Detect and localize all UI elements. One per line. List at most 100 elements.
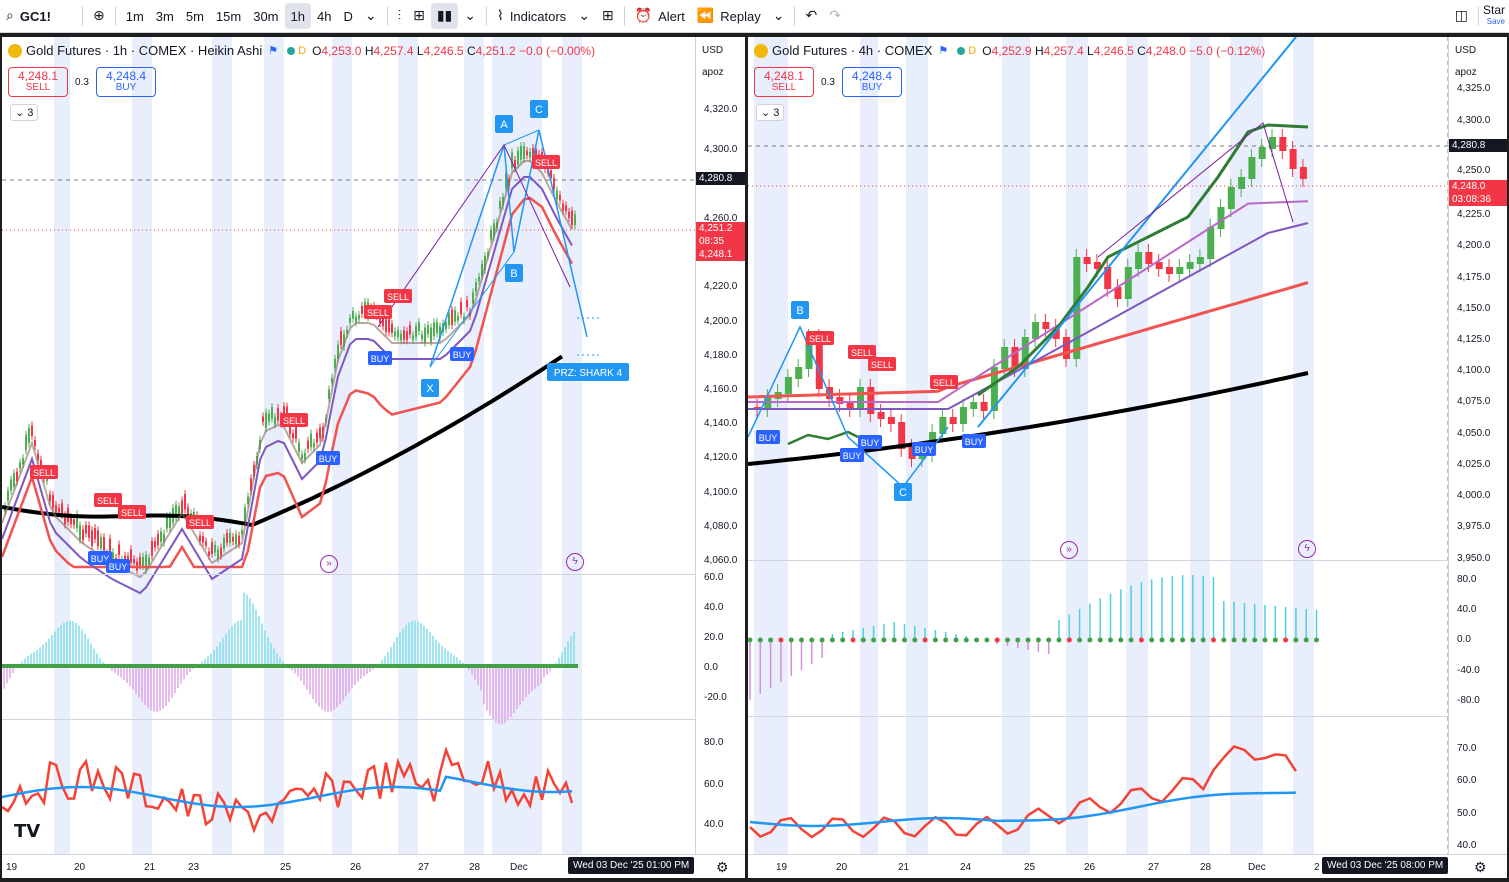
candles-chart-type-button[interactable]: ▮▮ [430, 3, 459, 29]
layout-toggle-button[interactable]: ◫ [1449, 3, 1474, 29]
scale-mode-label[interactable]: apoz [1455, 67, 1477, 78]
layouts-button[interactable]: ⊞ [596, 3, 620, 29]
candle [175, 504, 177, 518]
candle [328, 389, 330, 400]
time-axis-1h[interactable]: 19 20 21 23 25 26 27 28 Dec Wed 03 Dec '25 01:00… [2, 854, 745, 878]
interval-5m[interactable]: 5m [185, 8, 204, 24]
chart-type-dropdown[interactable]: ⌄ [458, 3, 482, 29]
candle [1104, 267, 1112, 289]
indicators-collapse-toggle[interactable]: ⌄ 3 [756, 104, 785, 121]
price-tick: 4,300.0 [704, 144, 738, 155]
indicators-collapse-toggle[interactable]: ⌄ 3 [10, 104, 39, 121]
candle [463, 316, 465, 321]
macd-signal-dot [1108, 637, 1113, 643]
redo-button[interactable]: ↷ [823, 3, 847, 29]
session-shade [464, 37, 484, 854]
pane-separator[interactable] [748, 716, 1448, 717]
sell-signal-marker [118, 505, 146, 519]
interval-15m[interactable]: 15m [215, 8, 242, 24]
lightning-icon[interactable]: ϟ [1298, 540, 1316, 558]
event-marker-icon[interactable]: » [1060, 541, 1078, 559]
compare-button[interactable]: ⊞ [407, 3, 431, 29]
currency-label[interactable]: USD [702, 45, 724, 56]
candle [535, 148, 537, 156]
interval-4h[interactable]: 4h [316, 8, 332, 24]
macd-tick: 0.0 [1457, 634, 1471, 645]
sell-signal-label: SELL [871, 360, 893, 370]
date-tick: 27 [418, 862, 430, 873]
star-save[interactable]: Star Save [1483, 4, 1509, 27]
scale-mode-label[interactable]: apoz [702, 67, 724, 78]
chart-pane-1h[interactable]: X A B C PRZ: SHARK 4 SELL SELL SELL SELL SELL SELL… [2, 37, 745, 878]
interval-3m[interactable]: 3m [155, 8, 174, 24]
candle [980, 402, 988, 411]
settings-gear-icon[interactable]: ⚙ [1474, 859, 1487, 875]
indicators-button[interactable]: ⌇ Indicators [491, 3, 572, 29]
candle [445, 322, 447, 330]
chart-title[interactable]: Gold Futures · 1h · COMEX · Heikin Ashi [26, 43, 263, 58]
candle [226, 532, 228, 543]
macd-signal-dot [871, 637, 877, 643]
price-axis-1h[interactable]: USD apoz 4,320.04,300.04,260.04,240.04,2… [695, 37, 745, 854]
bar-chart-type-button[interactable]: ⫶ [392, 3, 408, 29]
buy-button[interactable]: 4,248.4 BUY [842, 67, 902, 97]
candle [235, 533, 237, 545]
price-axis-4h[interactable]: USD apoz 4,325.0 4,300.0 4,250.0 4,225.0 4,2… [1448, 37, 1507, 854]
sell-button[interactable]: 4,248.1 SELL [8, 67, 68, 97]
candle [815, 337, 823, 389]
candle [1299, 167, 1307, 179]
interval-d[interactable]: D [343, 8, 353, 24]
macd-signal-dot [1046, 637, 1052, 643]
flag-icon[interactable]: ⚑ [938, 45, 949, 57]
plus-circle-icon: ⊕ [93, 8, 105, 24]
candle [109, 538, 111, 551]
pane-separator[interactable] [748, 560, 1448, 561]
interval-1h[interactable]: 1h [284, 3, 311, 29]
candle [1021, 337, 1029, 369]
chart-canvas-4h[interactable]: B C SELL SELL SELL SELL BUY BUY BUY BUY BUY [748, 37, 1448, 854]
candle [361, 306, 363, 314]
interval-30m[interactable]: 30m [253, 8, 279, 24]
sell-button[interactable]: 4,248.1 SELL [754, 67, 814, 97]
harmonic-pattern-line [429, 251, 515, 368]
buy-signal-marker [840, 448, 864, 462]
symbol-search[interactable]: ⌕ GC1! [0, 3, 78, 29]
flag-icon[interactable]: ⚑ [268, 45, 279, 57]
pane-separator[interactable] [2, 719, 695, 720]
candle [91, 530, 93, 546]
date-tick: 27 [1148, 862, 1160, 873]
date-tick: 25 [280, 862, 292, 873]
candle [415, 326, 417, 337]
candle [550, 170, 552, 179]
trade-panel: 4,248.1 SELL 0.3 4,248.4 BUY [8, 67, 156, 97]
replay-button[interactable]: ⏪ Replay [691, 3, 767, 29]
candle [10, 479, 12, 491]
session-shade [332, 37, 352, 854]
chart-title[interactable]: Gold Futures · 4h · COMEX [772, 43, 933, 58]
interval-1m[interactable]: 1m [125, 8, 144, 24]
indicators-dropdown[interactable]: ⌄ [572, 3, 596, 29]
pane-separator[interactable] [2, 574, 695, 575]
candle [271, 406, 273, 419]
ohlc-values: O4,253.0 H4,257.4 L4,246.5 C4,251.2 −0.0… [312, 43, 596, 58]
undo-button[interactable]: ↶ [799, 3, 823, 29]
candle [274, 417, 276, 425]
currency-label[interactable]: USD [1455, 45, 1477, 56]
interval-dropdown[interactable]: ⌄ [359, 3, 383, 29]
undo-icon: ↶ [805, 8, 818, 24]
settings-gear-icon[interactable]: ⚙ [716, 859, 729, 875]
time-axis-4h[interactable]: 19 20 21 24 25 26 27 28 Dec 2 Wed 03 Dec '25 08:0… [748, 854, 1507, 878]
session-shade [1126, 37, 1148, 854]
candle [406, 331, 408, 341]
candle [1238, 177, 1246, 189]
replay-dropdown[interactable]: ⌄ [767, 3, 791, 29]
macd-signal-dot [974, 637, 980, 643]
add-symbol-button[interactable]: ⊕ [87, 3, 111, 29]
chart-pane-4h[interactable]: B C SELL SELL SELL SELL BUY BUY BUY BUY BUY Gold F… [748, 37, 1507, 878]
candle [298, 442, 300, 453]
lightning-icon[interactable]: ϟ [566, 553, 584, 571]
alert-button[interactable]: ⏰ Alert [629, 3, 691, 29]
event-marker-icon[interactable]: » [320, 555, 338, 573]
buy-button[interactable]: 4,248.4 BUY [96, 67, 156, 97]
